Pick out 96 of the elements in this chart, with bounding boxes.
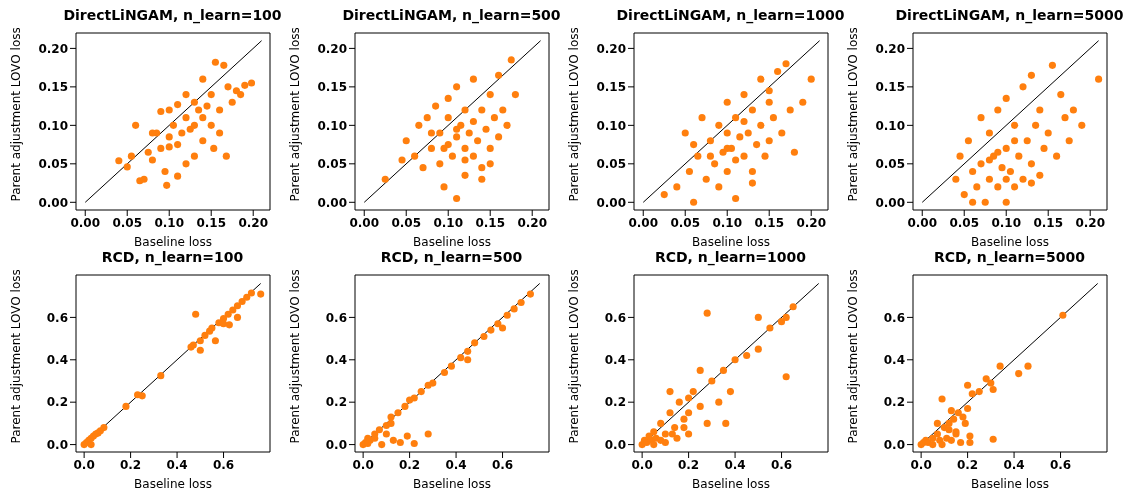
x-tick-label: 0.20 <box>238 215 269 230</box>
x-tick-label: 0.10 <box>154 215 185 230</box>
x-tick-label: 0.15 <box>1033 215 1064 230</box>
x-tick-label: 0.6 <box>491 457 514 472</box>
x-tick-label: 0.2 <box>956 457 979 472</box>
y-tick-label: 0.6 <box>46 310 68 325</box>
y-axis-title: Parent adjustment LOVO loss <box>9 27 24 202</box>
chart-title: DirectLiNGAM, n_learn=1000 <box>615 7 845 26</box>
y-tick-label: 0.20 <box>38 41 68 56</box>
x-tick-label: 0.20 <box>1075 215 1106 230</box>
x-tick-label: 0.05 <box>112 215 143 230</box>
x-axis-title: Baseline loss <box>413 235 491 249</box>
y-tick-label: 0.00 <box>317 195 347 210</box>
chart-title: DirectLiNGAM, n_learn=100 <box>62 7 283 26</box>
x-tick-label: 0.00 <box>907 215 938 230</box>
y-tick-label: 0.15 <box>317 80 347 95</box>
y-axis-title: Parent adjustment LOVO loss <box>846 27 861 202</box>
x-tick-label: 0.05 <box>949 215 980 230</box>
y-axis-title: Parent adjustment LOVO loss <box>846 269 861 444</box>
y-tick-label: 0.4 <box>46 353 68 368</box>
y-tick-label: 0.0 <box>604 437 626 452</box>
y-tick-label: 0.4 <box>325 353 347 368</box>
x-tick-label: 0.15 <box>196 215 227 230</box>
x-tick-label: 0.20 <box>517 215 548 230</box>
y-tick-label: 0.05 <box>38 157 68 172</box>
x-tick-label: 0.4 <box>166 457 188 472</box>
y-tick-label: 0.0 <box>325 437 347 452</box>
chart-title: RCD, n_learn=1000 <box>653 249 808 268</box>
y-tick-label: 0.20 <box>875 41 905 56</box>
y-tick-label: 0.2 <box>883 395 905 410</box>
y-tick-label: 0.20 <box>596 41 626 56</box>
x-axis-title: Baseline loss <box>134 477 212 491</box>
y-tick-label: 0.05 <box>875 157 905 172</box>
x-tick-label: 0.6 <box>212 457 235 472</box>
x-axis-title: Baseline loss <box>692 477 770 491</box>
x-tick-label: 0.15 <box>475 215 506 230</box>
x-tick-label: 0.00 <box>349 215 380 230</box>
x-axis-title: Baseline loss <box>134 235 212 249</box>
x-tick-label: 0.4 <box>1003 457 1025 472</box>
x-tick-label: 0.0 <box>352 457 374 472</box>
y-axis-title: Parent adjustment LOVO loss <box>567 27 582 202</box>
x-tick-label: 0.2 <box>398 457 421 472</box>
x-tick-label: 0.10 <box>991 215 1022 230</box>
y-tick-label: 0.2 <box>604 395 626 410</box>
x-tick-label: 0.05 <box>670 215 701 230</box>
x-tick-label: 0.15 <box>754 215 785 230</box>
y-tick-label: 0.05 <box>317 157 347 172</box>
y-tick-label: 0.10 <box>38 118 68 133</box>
chart-title: RCD, n_learn=5000 <box>932 249 1087 268</box>
y-tick-label: 0.00 <box>875 195 905 210</box>
x-axis-title: Baseline loss <box>692 235 770 249</box>
y-tick-label: 0.6 <box>604 310 626 325</box>
y-tick-label: 0.2 <box>46 395 68 410</box>
y-tick-label: 0.6 <box>883 310 905 325</box>
chart-title: RCD, n_learn=100 <box>100 249 245 268</box>
chart-title: DirectLiNGAM, n_learn=5000 <box>894 7 1124 26</box>
x-tick-label: 0.4 <box>724 457 746 472</box>
y-axis-title: Parent adjustment LOVO loss <box>567 269 582 444</box>
x-tick-label: 0.10 <box>433 215 464 230</box>
x-tick-label: 0.20 <box>796 215 827 230</box>
y-tick-label: 0.10 <box>317 118 347 133</box>
x-tick-label: 0.0 <box>910 457 932 472</box>
x-axis-title: Baseline loss <box>971 235 1049 249</box>
x-tick-label: 0.4 <box>445 457 467 472</box>
y-tick-label: 0.0 <box>46 437 68 452</box>
x-tick-label: 0.2 <box>677 457 700 472</box>
y-tick-label: 0.20 <box>317 41 347 56</box>
y-tick-label: 0.00 <box>38 195 68 210</box>
y-axis-title: Parent adjustment LOVO loss <box>288 27 303 202</box>
y-tick-label: 0.00 <box>596 195 626 210</box>
x-axis-title: Baseline loss <box>971 477 1049 491</box>
x-tick-label: 0.6 <box>1049 457 1072 472</box>
y-axis-title: Parent adjustment LOVO loss <box>9 269 24 444</box>
y-tick-label: 0.15 <box>596 80 626 95</box>
chart-title: DirectLiNGAM, n_learn=500 <box>341 7 562 26</box>
x-tick-label: 0.6 <box>770 457 793 472</box>
x-tick-label: 0.00 <box>628 215 659 230</box>
x-tick-label: 0.0 <box>631 457 653 472</box>
y-tick-label: 0.6 <box>325 310 347 325</box>
x-axis-title: Baseline loss <box>413 477 491 491</box>
x-tick-label: 0.10 <box>712 215 743 230</box>
y-tick-label: 0.10 <box>875 118 905 133</box>
y-axis-title: Parent adjustment LOVO loss <box>288 269 303 444</box>
x-tick-label: 0.2 <box>119 457 142 472</box>
y-tick-label: 0.15 <box>38 80 68 95</box>
y-tick-label: 0.0 <box>883 437 905 452</box>
x-tick-label: 0.05 <box>391 215 422 230</box>
chart-title: RCD, n_learn=500 <box>379 249 524 268</box>
y-tick-label: 0.4 <box>604 353 626 368</box>
x-tick-label: 0.00 <box>70 215 101 230</box>
y-tick-label: 0.2 <box>325 395 347 410</box>
y-tick-label: 0.05 <box>596 157 626 172</box>
y-tick-label: 0.10 <box>596 118 626 133</box>
y-tick-label: 0.4 <box>883 353 905 368</box>
x-tick-label: 0.0 <box>73 457 95 472</box>
y-tick-label: 0.15 <box>875 80 905 95</box>
